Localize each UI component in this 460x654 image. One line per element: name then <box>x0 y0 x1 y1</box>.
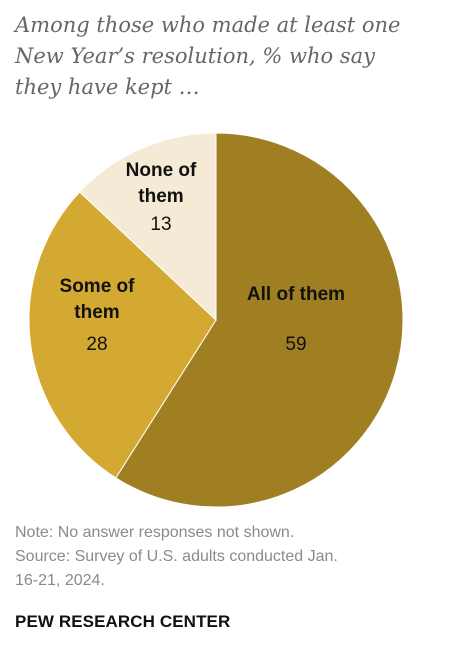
note-line-1: Note: No answer responses not shown. <box>15 524 295 541</box>
brand-logo-text: PEW RESEARCH CENTER <box>15 612 231 631</box>
slice-value-none-of-them: 13 <box>150 214 171 235</box>
slice-label-all-of-them: All of them <box>247 284 345 305</box>
pie-slice-some-of-them <box>28 191 217 479</box>
slice-value-some-of-them: 28 <box>86 334 107 355</box>
pie-chart: All of them 59 Some of them 28 None of them 13 <box>28 132 404 508</box>
slice-label-some-of-them: Some of them <box>60 276 136 323</box>
chart-note: Note: No answer responses not shown. Sou… <box>15 521 445 593</box>
title-line-3: they have kept … <box>15 75 200 99</box>
chart-title: Among those who made at least one New Ye… <box>15 10 445 103</box>
pie-slice-all-of-them <box>115 132 404 508</box>
pie-slice-none-of-them <box>78 132 217 322</box>
title-line-1: Among those who made at least one <box>15 13 401 37</box>
slice-label-none-of-them: None of them <box>126 160 197 207</box>
source-line-1: Source: Survey of U.S. adults conducted … <box>15 548 338 565</box>
source-line-2: 16-21, 2024. <box>15 572 105 589</box>
title-line-2: New Year’s resolution, % who say <box>15 44 376 68</box>
slice-value-all-of-them: 59 <box>285 334 306 355</box>
